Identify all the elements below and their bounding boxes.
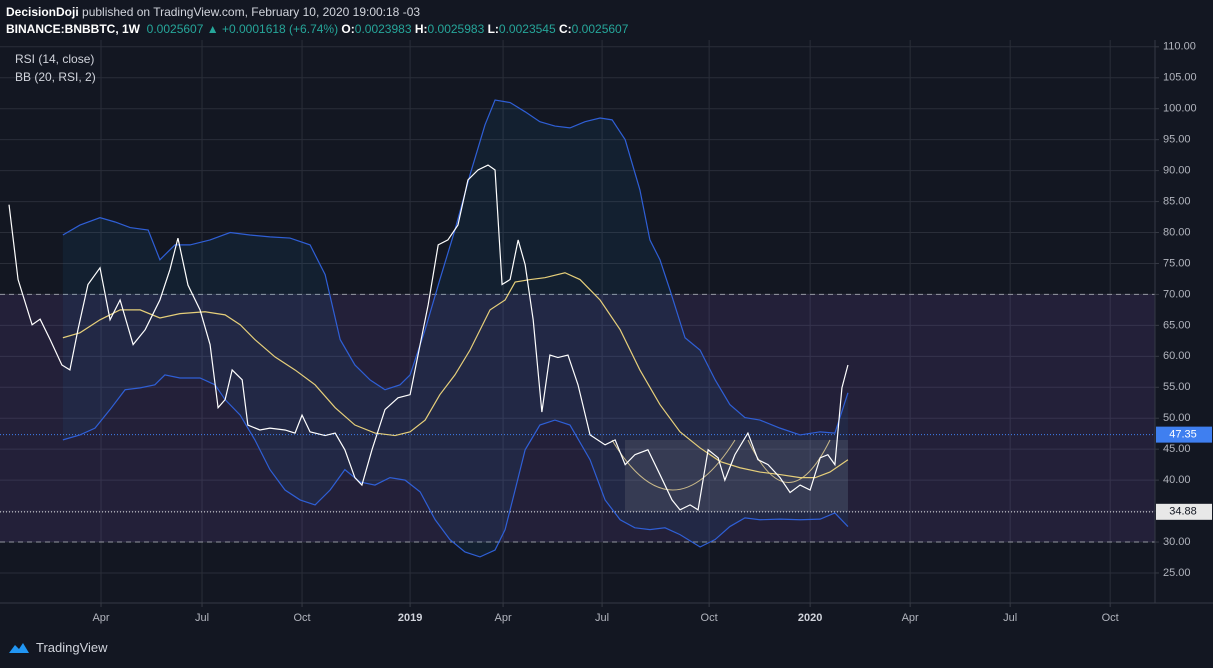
y-tick-label: 100.00	[1163, 103, 1197, 115]
footer: TradingView	[8, 640, 108, 655]
y-tick-label: 65.00	[1163, 319, 1191, 331]
y-tick-label: 105.00	[1163, 72, 1197, 84]
x-tick-label: Oct	[1102, 612, 1119, 624]
ohlc-value: 0.0025983	[427, 22, 485, 36]
ohlc-label: C:	[559, 22, 572, 36]
price-label: 34.88	[1169, 506, 1197, 518]
legend-entry: BB (20, RSI, 2)	[15, 70, 96, 84]
y-tick-label: 60.00	[1163, 350, 1191, 362]
arrow: ▲	[206, 22, 219, 36]
y-tick-label: 50.00	[1163, 412, 1191, 424]
y-tick-label: 70.00	[1163, 288, 1191, 300]
y-tick-label: 45.00	[1163, 443, 1191, 455]
x-tick-label: Jul	[195, 612, 209, 624]
x-tick-label: Apr	[92, 612, 109, 624]
ohlc-label: H:	[414, 22, 428, 36]
price-label-box	[1156, 426, 1212, 443]
series-line	[62, 99, 849, 436]
plot	[0, 100, 1155, 557]
y-tick-label: 95.00	[1163, 134, 1191, 146]
x-tick-label: Oct	[293, 612, 310, 624]
brand: TradingView	[36, 640, 108, 655]
series-line	[8, 164, 849, 511]
y-tick-label: 110.00	[1163, 41, 1196, 53]
logo	[9, 642, 29, 653]
x-tick-label: 2020	[798, 612, 822, 624]
legend-entry: RSI (14, close)	[15, 52, 94, 66]
rsi-band	[0, 294, 1155, 543]
symbol: BINANCE:BNBBTC, 1W	[6, 22, 140, 36]
publish-line: DecisionDoji published on TradingView.co…	[6, 4, 628, 21]
y-tick-label: 40.00	[1163, 474, 1191, 486]
quote-line: BINANCE:BNBBTC, 1W 0.0025607 ▲ +0.000161…	[6, 21, 628, 38]
x-tick-label: Jul	[1003, 612, 1017, 624]
author: DecisionDoji	[6, 5, 79, 19]
x-tick-label: 2019	[398, 612, 422, 624]
price-label-box	[1156, 503, 1212, 520]
price-label: 47.35	[1169, 429, 1197, 441]
last: 0.0025607	[146, 22, 204, 36]
y-tick-label: 80.00	[1163, 226, 1191, 238]
axes: 25.0030.0035.0040.0045.0050.0055.0060.00…	[92, 41, 1212, 624]
series-line	[62, 272, 849, 479]
y-tick-label: 55.00	[1163, 381, 1191, 393]
y-tick-label: 85.00	[1163, 195, 1191, 207]
y-tick-label: 75.00	[1163, 257, 1191, 269]
y-tick-label: 30.00	[1163, 536, 1191, 548]
x-tick-label: Apr	[902, 612, 919, 624]
ohlc-label: L:	[487, 22, 499, 36]
x-tick-label: Oct	[701, 612, 718, 624]
published: published on TradingView.com, February 1…	[82, 5, 421, 19]
ohlc-value: 0.0023983	[354, 22, 412, 36]
x-tick-label: Jul	[595, 612, 609, 624]
header: DecisionDoji published on TradingView.co…	[6, 4, 628, 38]
series-line	[62, 374, 849, 558]
ohlc-label: O:	[341, 22, 355, 36]
y-tick-label: 25.00	[1163, 567, 1191, 579]
series	[0, 99, 1155, 558]
bb-fill	[62, 100, 848, 557]
ohlc-value: 0.0025607	[571, 22, 629, 36]
ohlc-value: 0.0023545	[498, 22, 556, 36]
x-tick-label: Apr	[495, 612, 512, 624]
change: +0.0001618 (+6.74%)	[221, 22, 339, 36]
y-tick-label: 90.00	[1163, 165, 1191, 177]
